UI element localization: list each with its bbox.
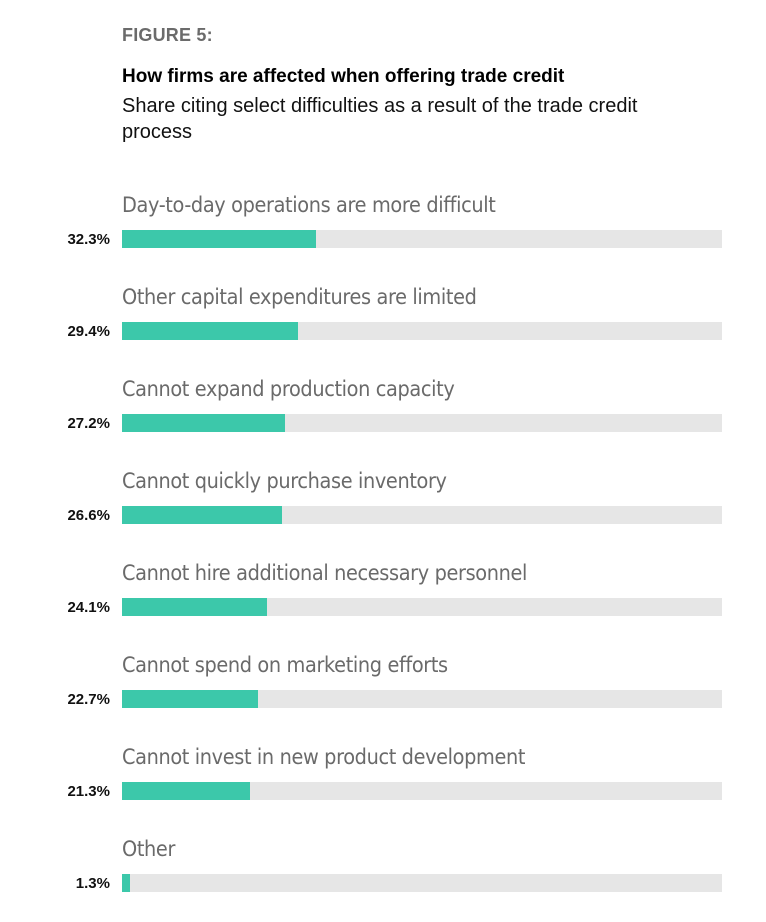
bar-track bbox=[122, 874, 722, 892]
bar-track bbox=[122, 506, 722, 524]
value-label: 21.3% bbox=[67, 783, 110, 800]
category-label: Cannot hire additional necessary personn… bbox=[122, 561, 528, 585]
bar-track bbox=[122, 598, 722, 616]
category-label: Cannot expand production capacity bbox=[122, 377, 455, 401]
value-label: 22.7% bbox=[67, 691, 110, 708]
bar-track bbox=[122, 414, 722, 432]
category-label: Day-to-day operations are more difficult bbox=[122, 193, 496, 217]
bar-track bbox=[122, 322, 722, 340]
value-label: 1.3% bbox=[75, 875, 110, 892]
category-label: Other capital expenditures are limited bbox=[122, 285, 477, 309]
bar bbox=[122, 690, 259, 708]
bar bbox=[122, 598, 267, 616]
figure-label: FIGURE 5: bbox=[122, 25, 213, 45]
bar-track bbox=[122, 782, 722, 800]
value-label: 27.2% bbox=[67, 415, 110, 432]
bar-track bbox=[122, 690, 722, 708]
bar bbox=[122, 874, 130, 892]
category-label: Cannot spend on marketing efforts bbox=[122, 653, 448, 677]
bar bbox=[122, 414, 286, 432]
value-label: 32.3% bbox=[67, 231, 110, 248]
bar bbox=[122, 322, 299, 340]
bar bbox=[122, 230, 316, 248]
category-label: Cannot invest in new product development bbox=[122, 745, 526, 769]
value-label: 29.4% bbox=[67, 323, 110, 340]
value-label: 24.1% bbox=[67, 599, 110, 616]
bar-track bbox=[122, 230, 722, 248]
category-label: Cannot quickly purchase inventory bbox=[122, 469, 447, 493]
bar bbox=[122, 782, 250, 800]
bar bbox=[122, 506, 282, 524]
value-label: 26.6% bbox=[67, 507, 110, 524]
category-label: Other bbox=[122, 837, 176, 861]
chart-title: How firms are affected when offering tra… bbox=[122, 66, 565, 87]
chart-subtitle: Share citing select difficulties as a re… bbox=[122, 95, 638, 143]
